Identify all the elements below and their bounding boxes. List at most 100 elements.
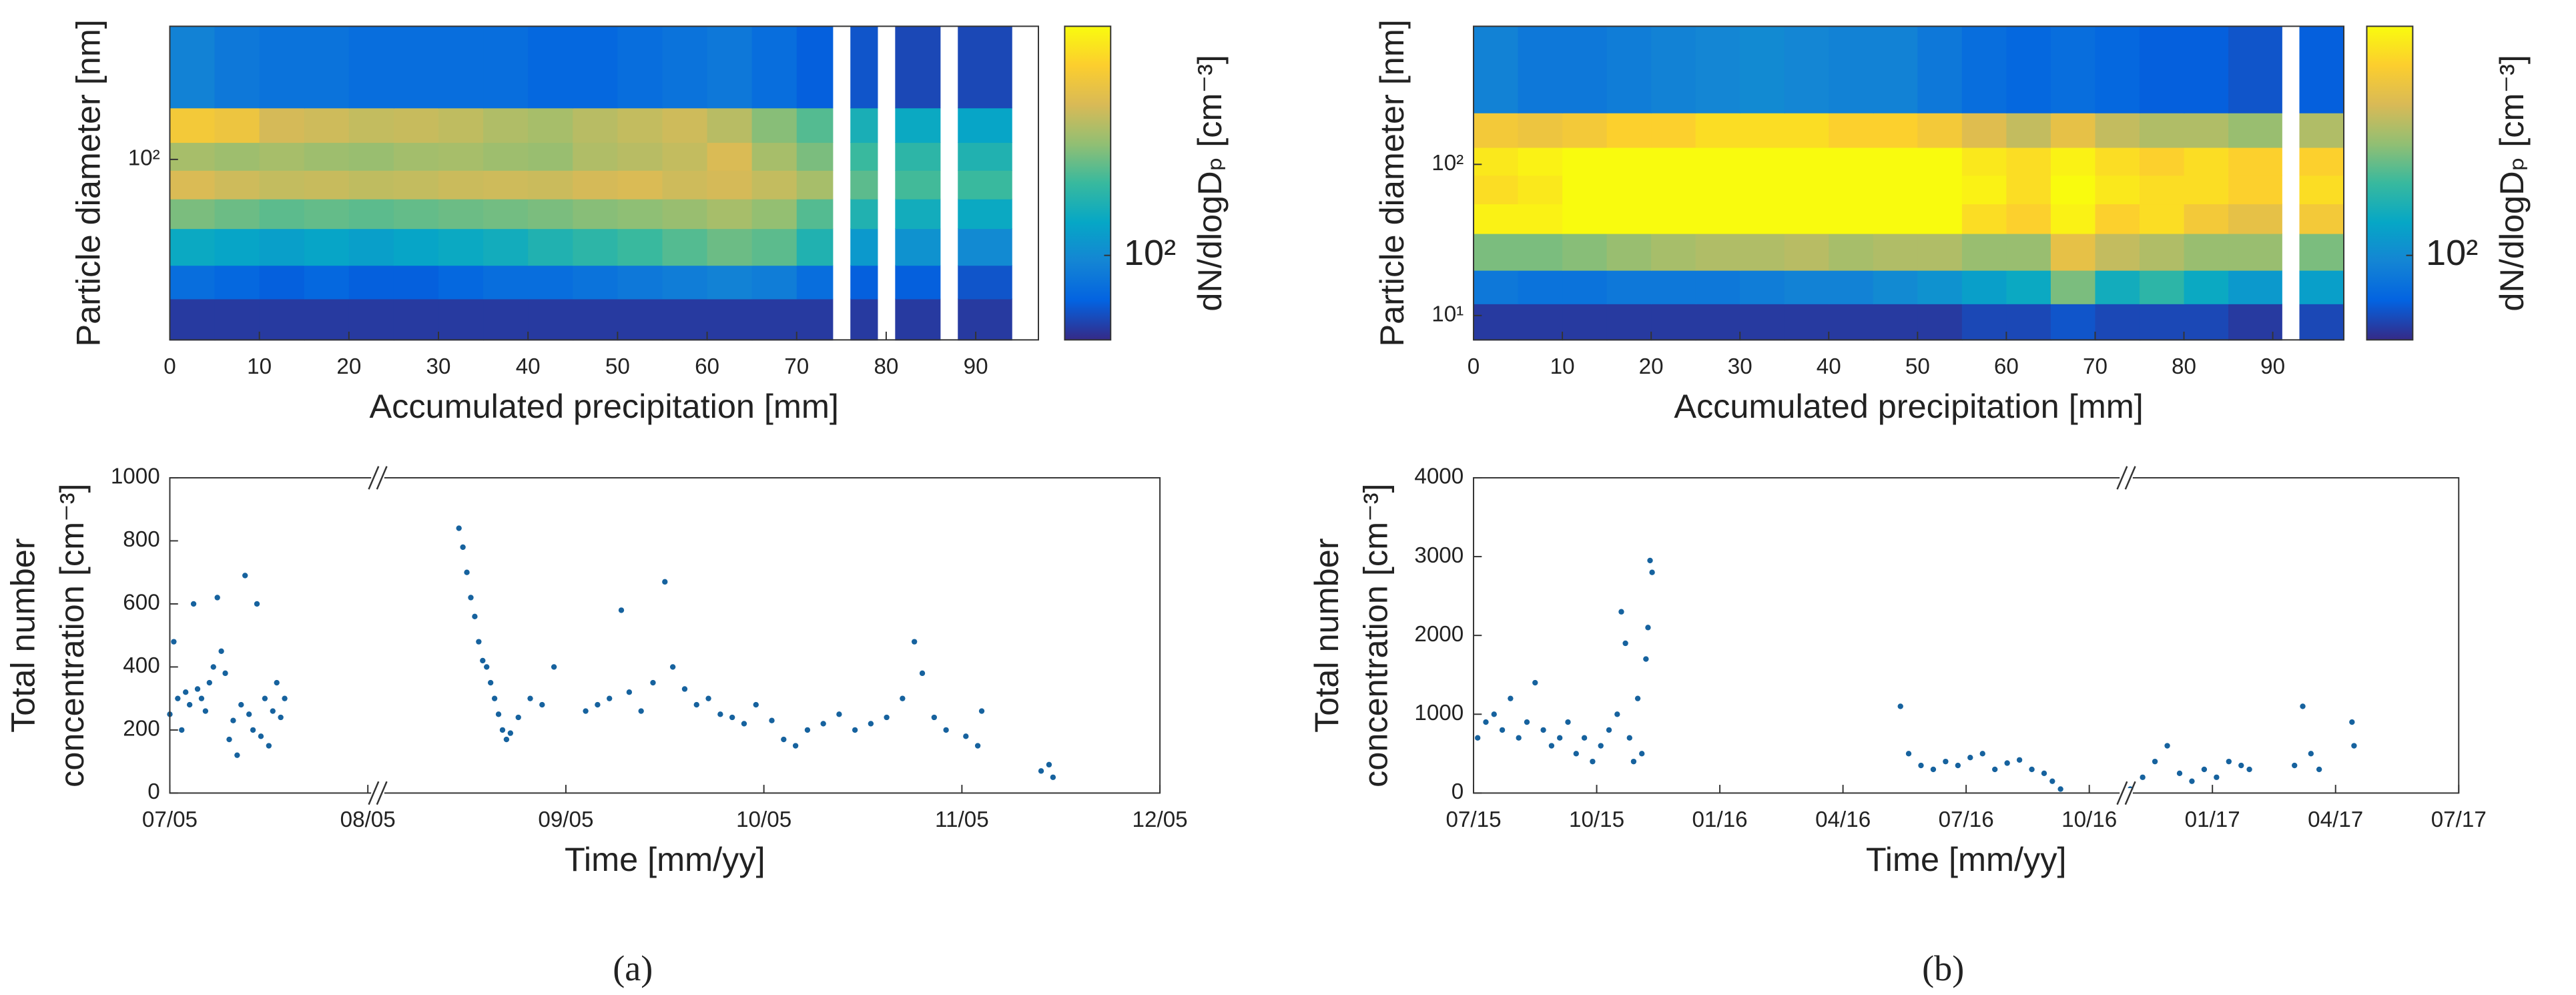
heatmap-cell: [2139, 303, 2185, 341]
data-point: [515, 714, 521, 721]
heatmap-cell: [393, 170, 439, 200]
heatmap-cell: [850, 298, 878, 341]
heatmap-cell: [1695, 112, 1741, 148]
heatmap-cell: [1518, 175, 1564, 205]
x-tick-label: 10: [1550, 354, 1575, 379]
heatmap-cell: [483, 298, 529, 341]
data-point: [1590, 758, 1596, 765]
data-point: [820, 721, 826, 727]
data-point: [1474, 735, 1481, 741]
heatmap-cell: [707, 265, 753, 300]
data-point: [717, 711, 723, 717]
heatmap-cell: [1961, 112, 2007, 148]
heatmap-cell: [1740, 204, 1785, 234]
data-point: [507, 730, 514, 736]
data-point: [262, 695, 268, 701]
y-tick-label: 0: [1452, 779, 1464, 804]
heatmap-cell: [483, 170, 529, 200]
axis-break-mark: [2116, 781, 2128, 805]
data-point: [472, 613, 478, 620]
heatmap-cell: [573, 228, 619, 266]
colorbar-tick-label: 10²: [2426, 233, 2478, 273]
heatmap-cell: [2139, 175, 2185, 205]
x-tick-label: 50: [1905, 354, 1930, 379]
data-point: [1038, 768, 1044, 774]
heatmap-cell: [850, 107, 878, 143]
heatmap-cell: [1562, 303, 1608, 341]
heatmap-cell: [707, 107, 753, 143]
x-tick-label: 04/17: [2308, 807, 2363, 832]
heatmap-cell: [796, 198, 834, 230]
heatmap-cell: [528, 228, 574, 266]
heatmap-cell: [751, 298, 797, 341]
heatmap-cell: [1829, 270, 1874, 304]
heatmap-cell: [393, 107, 439, 143]
heatmap-cell: [1961, 204, 2007, 234]
data-point: [2246, 766, 2252, 773]
heatmap-cell: [751, 170, 797, 200]
heatmap-cell: [304, 170, 350, 200]
data-point: [900, 695, 906, 701]
heatmap-cell: [1740, 147, 1785, 176]
heatmap-cell: [958, 228, 1012, 266]
heatmap-cell: [259, 170, 305, 200]
heatmap-cell: [796, 107, 834, 143]
data-point: [1930, 766, 1937, 773]
data-point: [266, 743, 272, 749]
data-point: [1491, 711, 1497, 717]
heatmap-cell: [1917, 175, 1963, 205]
data-point: [2316, 766, 2322, 773]
heatmap-cell: [1474, 26, 1519, 113]
heatmap-cell: [1474, 303, 1519, 341]
data-point: [234, 752, 240, 758]
heatmap-cell: [2095, 147, 2140, 176]
heatmap-cell: [1518, 270, 1564, 304]
y-tick-label: 200: [123, 717, 159, 741]
heatmap-cell: [1606, 233, 1652, 271]
data-point: [729, 714, 735, 721]
data-point: [1483, 719, 1489, 725]
data-point: [638, 708, 644, 714]
data-point: [2308, 751, 2314, 757]
scatter-panel: 07/05 08/05 09/05 10/05 11/05 12/05 0 200 400 600…: [3, 464, 1187, 878]
heatmap-cell: [2139, 204, 2185, 234]
data-point: [190, 601, 197, 607]
data-point: [852, 727, 858, 733]
heatmap-cell: [1740, 175, 1785, 205]
heatmap-cell: [573, 198, 619, 230]
data-point: [1943, 758, 1949, 765]
heatmap-cell: [170, 228, 216, 266]
data-point: [2140, 774, 2146, 780]
heatmap-cell: [662, 198, 708, 230]
heatmap-cell: [2299, 147, 2345, 176]
data-point: [1897, 703, 1903, 709]
heatmap-cell: [2299, 175, 2345, 205]
heatmap-cell: [958, 142, 1012, 171]
heatmap-cell: [573, 265, 619, 300]
data-point: [2238, 762, 2244, 769]
heatmap-cell: [348, 26, 394, 109]
data-point: [2049, 778, 2055, 784]
heatmap-cell: [1784, 147, 1830, 176]
plot-frame: [169, 25, 1040, 341]
data-point: [2176, 770, 2183, 777]
heatmap-cell: [1562, 233, 1608, 271]
heatmap-cell: [1829, 303, 1874, 341]
heatmap-cell: [1961, 270, 2007, 304]
data-point: [583, 708, 589, 714]
data-point: [741, 721, 747, 727]
heatmap-cell: [528, 142, 574, 171]
plot-frame: [169, 476, 1161, 794]
data-point: [210, 664, 216, 670]
heatmap-cell: [895, 26, 941, 109]
heatmap-cell: [1917, 233, 1963, 271]
heatmap-cell: [348, 142, 394, 171]
axis-break-mark: [368, 781, 380, 805]
heatmap-cell: [2228, 26, 2282, 113]
colorbar-label: dN/dlogDₚ [cm⁻³]: [1191, 55, 1229, 311]
heatmap-cell: [751, 228, 797, 266]
x-tick-label: 0: [1468, 354, 1480, 379]
heatmap-cell: [1829, 204, 1874, 234]
heatmap-cell: [1740, 233, 1785, 271]
